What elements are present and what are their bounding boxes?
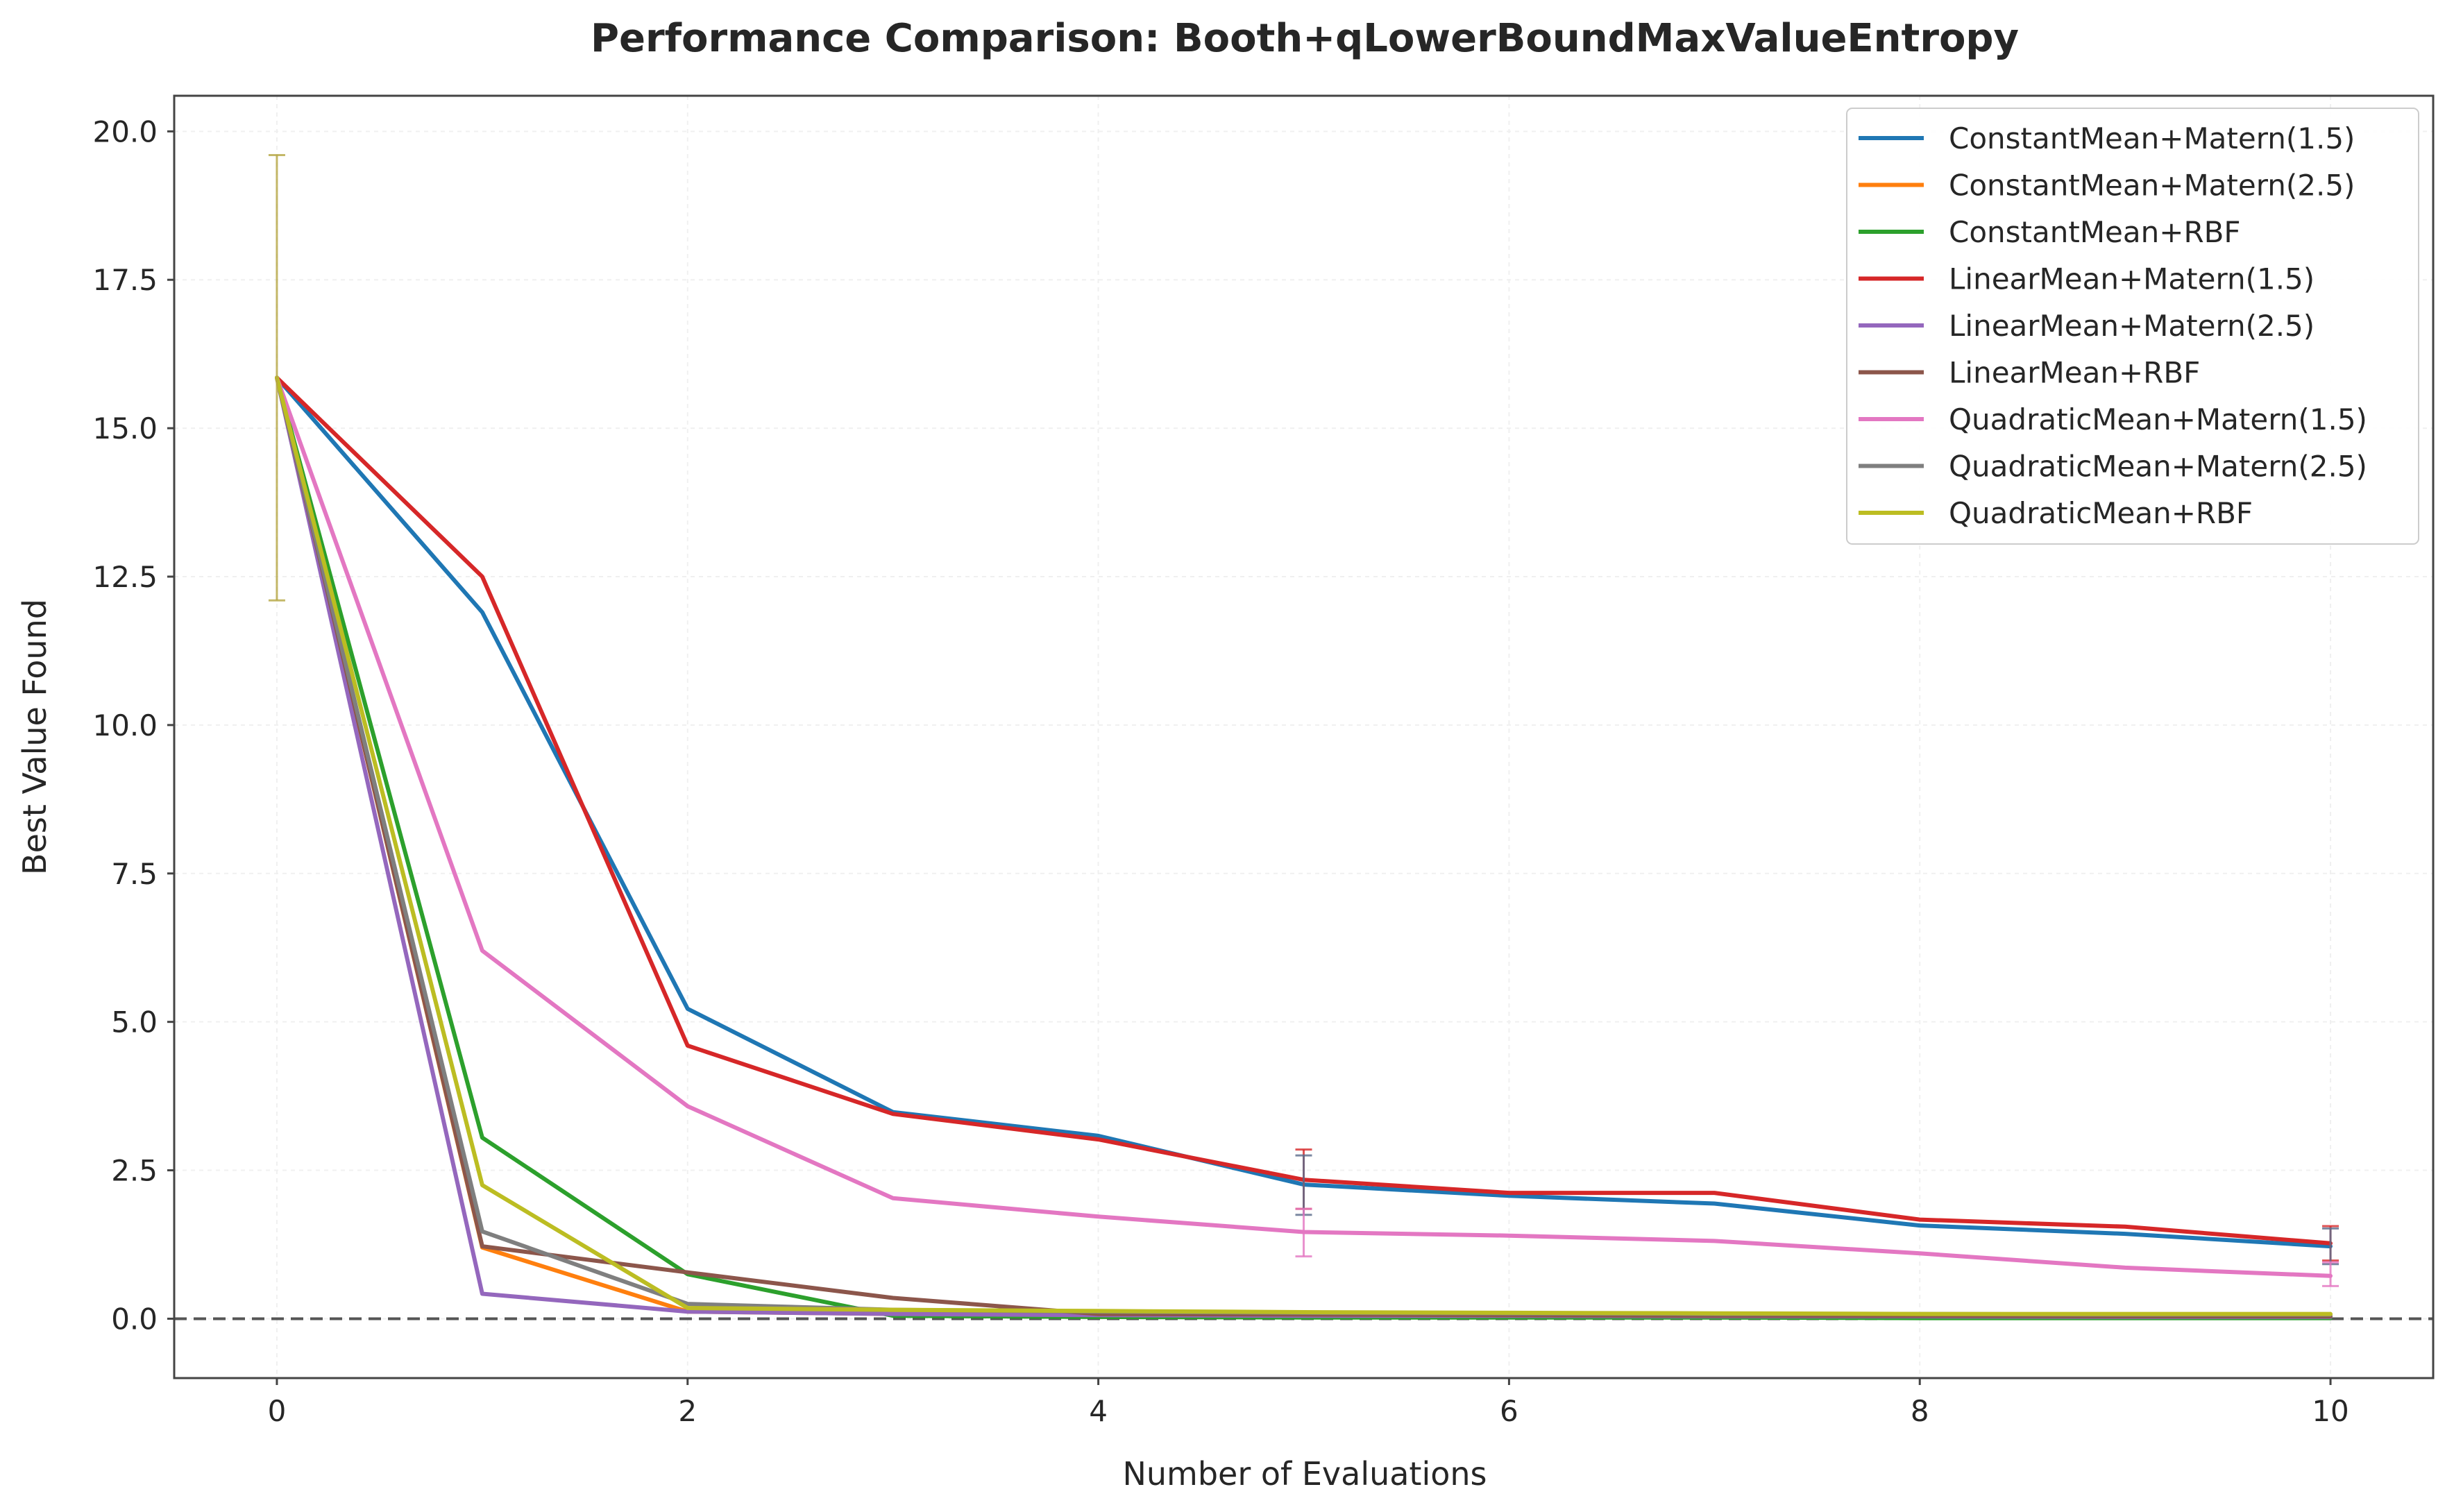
legend-label: ConstantMean+RBF [1949, 215, 2241, 249]
legend-label: QuadraticMean+Matern(1.5) [1949, 402, 2367, 436]
error-bar-0 [268, 154, 285, 602]
x-tick-label: 8 [1911, 1394, 1929, 1428]
y-tick-label: 2.5 [111, 1154, 158, 1188]
error-bars [268, 154, 2339, 1287]
x-tick-label: 4 [1089, 1394, 1108, 1428]
chart-title: Performance Comparison: Booth+qLowerBoun… [591, 16, 2019, 61]
x-tick-label: 10 [2312, 1394, 2349, 1428]
legend-label: LinearMean+RBF [1949, 356, 2200, 390]
legend-item-8: QuadraticMean+RBF [1859, 496, 2253, 530]
y-tick-label: 17.5 [92, 263, 158, 297]
y-tick-label: 12.5 [92, 560, 158, 594]
x-axis-ticks: 0 2 4 6 8 10 [268, 1378, 2349, 1428]
legend-box [1846, 108, 2419, 545]
x-tick-label: 0 [268, 1394, 287, 1428]
plot-frame [173, 94, 2435, 1379]
legend-label: QuadraticMean+RBF [1949, 496, 2253, 530]
x-tick-label: 6 [1500, 1394, 1518, 1428]
legend-label: ConstantMean+Matern(2.5) [1949, 169, 2355, 203]
legend-item-4: LinearMean+Matern(2.5) [1859, 309, 2315, 343]
legend: ConstantMean+Matern(1.5) ConstantMean+Mat… [1846, 108, 2419, 545]
legend-item-5: LinearMean+RBF [1859, 356, 2200, 390]
y-axis-label: Best Value Found [16, 599, 53, 875]
legend-label: LinearMean+Matern(1.5) [1949, 262, 2315, 296]
legend-item-2: ConstantMean+RBF [1859, 215, 2241, 249]
series-line-8 [275, 375, 2333, 1316]
legend-item-7: QuadraticMean+Matern(2.5) [1859, 450, 2367, 484]
legend-label: ConstantMean+Matern(1.5) [1949, 121, 2355, 155]
y-tick-label: 20.0 [92, 114, 158, 148]
y-tick-label: 15.0 [92, 411, 158, 445]
legend-label: LinearMean+Matern(2.5) [1949, 309, 2315, 343]
legend-item-3: LinearMean+Matern(1.5) [1859, 262, 2315, 296]
legend-item-1: ConstantMean+Matern(2.5) [1859, 169, 2355, 203]
y-tick-label: 0.0 [111, 1302, 158, 1336]
x-tick-label: 2 [678, 1394, 697, 1428]
y-tick-label: 5.0 [111, 1005, 158, 1039]
legend-item-6: QuadraticMean+Matern(1.5) [1859, 402, 2367, 436]
y-axis-ticks: 0.0 2.5 5.0 7.5 10.0 12.5 15.0 17.5 20.0 [92, 114, 174, 1336]
error-bar-3 [1295, 1207, 1312, 1258]
error-bar-6 [2322, 1261, 2339, 1287]
legend-label: QuadraticMean+Matern(2.5) [1949, 450, 2367, 484]
y-tick-label: 7.5 [111, 857, 158, 891]
x-axis-label: Number of Evaluations [1122, 1455, 1487, 1493]
legend-item-0: ConstantMean+Matern(1.5) [1859, 121, 2355, 155]
y-tick-label: 10.0 [92, 708, 158, 742]
